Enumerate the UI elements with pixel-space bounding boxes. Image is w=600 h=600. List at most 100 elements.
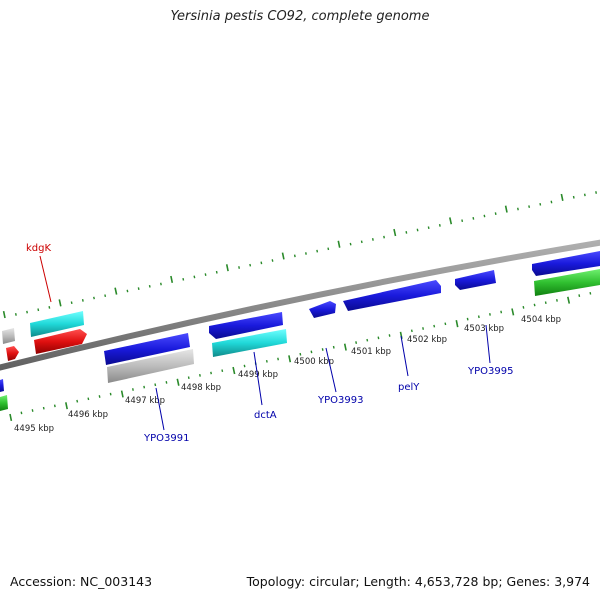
- minor-tick: [583, 193, 586, 197]
- minor-tick: [332, 345, 335, 349]
- major-tick: [114, 287, 118, 295]
- minor-tick: [193, 275, 196, 279]
- gene-gray-small[interactable]: [2, 328, 15, 344]
- major-tick: [225, 264, 229, 272]
- minor-tick: [405, 231, 408, 234]
- minor-tick: [26, 310, 28, 314]
- gene-blue-ypo3993[interactable]: [309, 301, 336, 318]
- accession-text: Accession: NC_003143: [10, 574, 153, 589]
- minor-tick: [522, 305, 525, 309]
- minor-tick: [126, 289, 129, 293]
- minor-tick: [199, 373, 201, 377]
- gene-green-right[interactable]: [534, 269, 600, 296]
- major-tick: [281, 252, 285, 260]
- gene-label-dcta[interactable]: dctA: [254, 410, 277, 421]
- minor-tick: [366, 338, 369, 342]
- minor-tick: [517, 207, 519, 211]
- major-tick: [65, 402, 68, 410]
- gene-gray-ypo3991[interactable]: [107, 349, 194, 383]
- major-tick: [120, 390, 124, 398]
- minor-tick: [371, 238, 374, 241]
- major-tick: [9, 413, 13, 422]
- minor-tick: [14, 313, 17, 316]
- minor-tick: [221, 369, 224, 373]
- gene-blue-ypo3995[interactable]: [455, 270, 496, 290]
- minor-tick: [349, 242, 352, 246]
- gene-blue-pely[interactable]: [343, 280, 441, 311]
- minor-tick: [277, 357, 279, 361]
- minor-tick: [416, 228, 419, 232]
- minor-tick: [132, 388, 134, 391]
- minor-tick: [444, 322, 447, 326]
- major-tick: [455, 320, 459, 328]
- minor-tick: [461, 219, 464, 223]
- gene-red-small[interactable]: [6, 346, 19, 361]
- minor-tick: [388, 334, 391, 337]
- map-title: Yersinia pestis CO92, complete genome: [170, 9, 430, 24]
- minor-tick: [316, 249, 319, 253]
- minor-tick: [410, 329, 413, 333]
- minor-tick: [109, 392, 112, 396]
- minor-tick: [160, 282, 162, 286]
- minor-tick: [477, 315, 480, 319]
- ruler-label: 4501 kbp: [351, 347, 391, 357]
- minor-tick: [299, 352, 302, 356]
- genome-stats-text: Topology: circular; Length: 4,653,728 bp…: [246, 574, 590, 589]
- minor-tick: [37, 308, 40, 312]
- gene-label-pely[interactable]: pelY: [398, 382, 420, 393]
- minor-tick: [500, 310, 503, 314]
- gene-blue-right[interactable]: [532, 251, 600, 276]
- major-tick: [170, 275, 174, 283]
- gene-cyan-dcta[interactable]: [212, 329, 287, 357]
- minor-tick: [383, 235, 385, 239]
- minor-tick: [104, 294, 107, 298]
- gene-green-left-edge[interactable]: [0, 395, 8, 411]
- minor-tick: [327, 247, 330, 251]
- major-tick: [232, 366, 236, 375]
- minor-tick: [489, 313, 491, 316]
- gene-blue-ypo3991[interactable]: [104, 333, 190, 365]
- minor-tick: [187, 376, 190, 380]
- minor-tick: [87, 397, 90, 401]
- inner-tick-ring: [9, 291, 592, 422]
- major-tick: [58, 299, 62, 307]
- minor-tick: [293, 254, 296, 258]
- ruler-label: 4502 kbp: [407, 335, 447, 345]
- gene-cyan-feature[interactable]: [30, 311, 84, 337]
- minor-tick: [595, 191, 597, 194]
- gene-label-kdgk[interactable]: kdgK: [26, 243, 51, 254]
- minor-tick: [466, 317, 469, 321]
- minor-tick: [31, 409, 34, 412]
- gene-blue-left-edge[interactable]: [0, 379, 4, 392]
- minor-tick: [544, 301, 547, 305]
- minor-tick: [182, 277, 185, 281]
- ruler-labels: 4495 kbp 4496 kbp 4497 kbp 4498 kbp 4499 kbp…: [14, 315, 561, 434]
- gene-red-feature[interactable]: [34, 329, 87, 354]
- ruler-label: 4503 kbp: [464, 324, 504, 334]
- minor-tick: [355, 341, 358, 344]
- minor-tick: [438, 223, 441, 227]
- major-tick: [511, 308, 515, 316]
- minor-tick: [165, 381, 168, 384]
- major-tick: [504, 205, 508, 213]
- minor-tick: [93, 296, 95, 300]
- ruler-label: 4504 kbp: [521, 315, 561, 325]
- gene-label-ypo3995[interactable]: YPO3995: [467, 366, 513, 377]
- minor-tick: [310, 350, 313, 354]
- gene-blue-dcta[interactable]: [209, 312, 283, 339]
- minor-tick: [154, 383, 157, 387]
- minor-tick: [260, 261, 263, 265]
- ruler-label: 4499 kbp: [238, 370, 278, 380]
- minor-tick: [238, 266, 240, 269]
- minor-tick: [137, 287, 140, 291]
- major-tick: [449, 217, 453, 225]
- label-leaders: [39, 255, 491, 431]
- gene-labels: kdgK YPO3991 dctA YPO3993 pelY YPO3995: [26, 243, 513, 444]
- major-tick: [343, 343, 347, 351]
- minor-tick: [550, 200, 553, 204]
- minor-tick: [243, 364, 246, 368]
- minor-tick: [539, 202, 542, 206]
- gene-label-ypo3993[interactable]: YPO3993: [317, 395, 363, 406]
- gene-label-ypo3991[interactable]: YPO3991: [143, 433, 189, 444]
- ruler-label: 4500 kbp: [294, 357, 334, 367]
